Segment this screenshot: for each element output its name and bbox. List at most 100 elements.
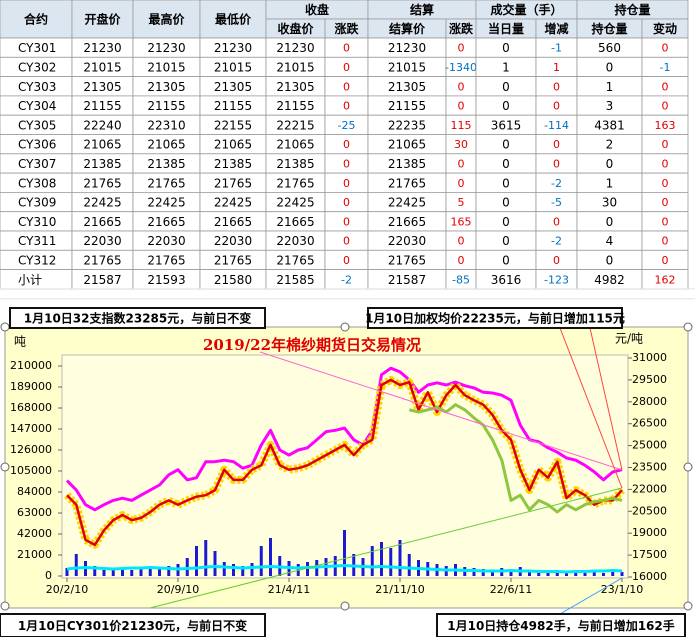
- table-cell: 0: [662, 254, 669, 267]
- volume-bar: [565, 572, 568, 576]
- resize-handle[interactable]: [0, 322, 10, 332]
- table-cell: CY304: [18, 99, 56, 113]
- table-cell: 0: [343, 235, 350, 248]
- table-cell: 21765: [147, 253, 185, 267]
- table-cell: 0: [662, 177, 669, 190]
- volume-bar: [555, 571, 559, 576]
- table-cell: 21065: [388, 138, 426, 152]
- table-cell: 21015: [214, 60, 252, 74]
- volume-bar: [250, 563, 254, 576]
- table-cell: 0: [502, 215, 510, 229]
- table-cell: 22235: [388, 118, 426, 132]
- volume-bar: [213, 551, 217, 576]
- volume-bar: [380, 542, 383, 576]
- table-cell: 0: [502, 41, 510, 55]
- y-tick-label: 105000: [10, 464, 52, 477]
- y-tick-label: 84000: [17, 485, 52, 498]
- table-cell: 165: [451, 215, 472, 228]
- chart-title: 2019/22年棉纱期货日交易情况: [203, 336, 421, 354]
- table-cell: 22310: [147, 118, 185, 132]
- resize-handle[interactable]: [340, 601, 350, 611]
- table-cell: -1: [660, 61, 671, 74]
- table-cell: 21385: [83, 157, 121, 171]
- y2-tick-label: 20500: [632, 504, 667, 517]
- volume-bar: [528, 570, 531, 576]
- table-cell: 21665: [214, 215, 252, 229]
- table-cell: 0: [502, 80, 510, 94]
- resize-handle[interactable]: [0, 601, 10, 611]
- table-cell: 21580: [214, 273, 252, 287]
- table-cell: 21015: [147, 60, 185, 74]
- table-cell: 0: [553, 215, 560, 228]
- table-cell: 0: [502, 138, 510, 152]
- volume-bar: [583, 573, 587, 576]
- table-cell: 21665: [276, 215, 314, 229]
- table-cell: 0: [458, 42, 465, 55]
- table-cell: 0: [458, 177, 465, 190]
- resize-handle[interactable]: [0, 462, 10, 472]
- table-cell: 21230: [83, 41, 121, 55]
- header-cell: 涨跌: [334, 21, 359, 36]
- table-cell: 0: [553, 80, 560, 93]
- table-cell: 22030: [147, 234, 185, 248]
- resize-handle[interactable]: [683, 322, 693, 332]
- table-cell: CY301: [18, 41, 56, 55]
- table-cell: 21765: [147, 176, 185, 190]
- table-cell: 0: [502, 157, 510, 171]
- table-cell: 0: [458, 80, 465, 93]
- volume-bar: [241, 566, 245, 576]
- table-cell: 21305: [147, 80, 185, 94]
- table-cell: 4: [606, 234, 614, 248]
- header-cell: 开盘价: [84, 12, 121, 27]
- y2-tick-label: 23500: [632, 461, 667, 474]
- header-cell: 持仓量: [614, 2, 650, 17]
- volume-bar: [389, 548, 393, 576]
- table-cell: 4381: [594, 118, 625, 132]
- resize-handle[interactable]: [340, 322, 350, 332]
- x-tick-label: 20/9/10: [157, 583, 199, 596]
- volume-bar: [343, 530, 346, 576]
- table-cell: 21065: [214, 138, 252, 152]
- trend-line: [149, 487, 623, 609]
- x-tick-label: 21/11/10: [375, 583, 424, 596]
- annotation: 1月10日加权均价22235元，与前日增加115元: [365, 311, 625, 326]
- table-cell: CY308: [18, 176, 56, 190]
- table-cell: 2: [606, 138, 614, 152]
- volume-bar: [259, 546, 263, 576]
- series-line: [408, 403, 623, 514]
- resize-handle[interactable]: [683, 462, 693, 472]
- table-cell: 21015: [388, 60, 426, 74]
- x-tick-label: 20/2/10: [46, 583, 88, 596]
- volume-bar: [481, 569, 485, 576]
- table-cell: 21385: [388, 157, 426, 171]
- table-cell: 0: [458, 254, 465, 267]
- table-cell: 0: [606, 60, 614, 74]
- annotation: 1月10日32支指数23285元，与前日不变: [24, 311, 252, 326]
- table-cell: 21765: [388, 176, 426, 190]
- volume-bar: [546, 572, 550, 576]
- table-cell: 21385: [147, 157, 185, 171]
- table-cell: 0: [343, 42, 350, 55]
- table-cell: 0: [343, 215, 350, 228]
- y2-tick-label: 29500: [632, 373, 667, 386]
- table-cell: 0: [343, 177, 350, 190]
- table-cell: 21765: [214, 253, 252, 267]
- table-cell: 22030: [276, 234, 314, 248]
- volume-bar: [93, 566, 97, 576]
- table-cell: 21765: [83, 253, 121, 267]
- table-cell: 0: [502, 99, 510, 113]
- header-cell: 收盘价: [277, 21, 314, 36]
- trend-line: [259, 351, 623, 471]
- table-cell: 21305: [388, 80, 426, 94]
- table-cell: 1: [606, 176, 614, 190]
- table-cell: 3615: [491, 118, 522, 132]
- table-cell: CY305: [18, 118, 56, 132]
- table-cell: 0: [606, 157, 614, 171]
- table-cell: 0: [662, 235, 669, 248]
- table-cell: 21155: [83, 99, 121, 113]
- table-cell: 22030: [388, 234, 426, 248]
- resize-handle[interactable]: [683, 601, 693, 611]
- table-cell: 21385: [276, 157, 314, 171]
- series-line: [66, 564, 623, 574]
